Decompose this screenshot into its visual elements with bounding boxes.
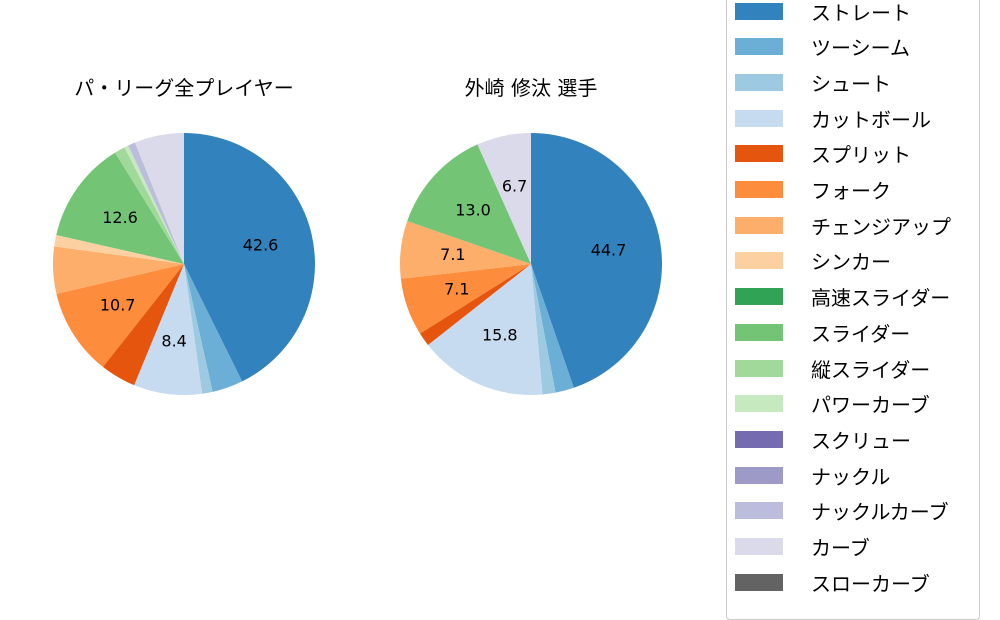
pie-slice (56, 152, 184, 264)
legend-item: パワーカーブ (735, 392, 930, 418)
pie-slice (134, 264, 203, 396)
legend-swatch (735, 109, 783, 127)
pie-slice (400, 264, 531, 334)
pie-slice (184, 264, 213, 394)
pie-slice (427, 264, 543, 395)
legend-label: パワーカーブ (811, 393, 930, 418)
legend-label: チェンジアップ (811, 214, 951, 239)
pie-slice (477, 133, 531, 264)
slice-label: 12.6 (102, 208, 138, 227)
legend-item: ストレート (735, 0, 911, 25)
pie-slice (531, 264, 574, 393)
slice-label: 44.7 (591, 240, 627, 259)
legend-label: スローカーブ (811, 571, 930, 596)
pie-slice (419, 264, 531, 345)
legend-item: カットボール (735, 106, 931, 132)
legend-swatch (735, 38, 783, 56)
legend-label: ストレート (811, 0, 911, 25)
legend-label: ツーシーム (811, 36, 910, 61)
legend-label: フォーク (811, 179, 891, 203)
right-chart-title: 外崎 修汰 選手 (464, 76, 598, 100)
legend-item: 高速スライダー (735, 285, 951, 311)
legend-label: ナックルカーブ (811, 500, 949, 525)
legend-item: スライダー (735, 320, 911, 346)
legend-swatch (735, 573, 783, 591)
legend-item: シンカー (735, 249, 891, 275)
legend-label: シュート (811, 71, 891, 96)
legend-swatch (735, 359, 783, 377)
legend-item: フォーク (735, 178, 891, 203)
legend-item: スプリット (735, 142, 911, 168)
legend-swatch (735, 145, 783, 163)
pie-slice (115, 147, 184, 264)
legend-swatch (735, 2, 783, 20)
legend-swatch (735, 466, 783, 484)
slice-label: 10.7 (100, 296, 136, 315)
legend-swatch (735, 288, 783, 306)
legend-item: スクリュー (735, 427, 911, 453)
pie-slice (124, 145, 184, 264)
legend-swatch (735, 502, 783, 520)
legend-swatch (735, 181, 783, 198)
legend-item: カーブ (735, 535, 870, 560)
legend-label: カットボール (811, 107, 931, 132)
pie-slice (56, 264, 185, 367)
slice-label: 7.1 (444, 279, 469, 298)
legend-label: 縦スライダー (811, 357, 931, 382)
legend-item: ツーシーム (735, 35, 910, 61)
legend-label: ナックル (811, 464, 891, 489)
pie-slice (184, 133, 316, 382)
legend-label: スプリット (811, 143, 911, 168)
legend-label: カーブ (811, 536, 870, 560)
slice-label: 42.6 (243, 236, 279, 255)
pie-charts: 42.6 8.4 10.7 12.6 44.7 15.8 7.1 7.1 13.0 6.7 (52, 133, 662, 396)
slice-label: 15.8 (482, 326, 518, 345)
legend: ストレートツーシームシュートカットボール スプリットフォークチェンジアップ シンカー… (726, 0, 980, 620)
right-pie: 44.7 15.8 7.1 7.1 13.0 6.7 (399, 133, 662, 395)
legend-swatch (735, 323, 783, 341)
slice-label: 8.4 (161, 331, 186, 350)
pie-slice (52, 246, 184, 294)
pie-slice (399, 221, 531, 279)
slice-label: 6.7 (502, 177, 527, 196)
left-pie: 42.6 8.4 10.7 12.6 (52, 133, 316, 396)
legend-item: ナックルカーブ (735, 499, 949, 525)
legend-label: スクリュー (811, 428, 911, 453)
legend-label: 高速スライダー (811, 286, 951, 311)
legend-swatch (735, 538, 783, 555)
legend-swatch (735, 73, 783, 91)
legend-item: シュート (735, 70, 891, 96)
legend-item: ナックル (735, 463, 891, 489)
legend-swatch (735, 216, 783, 234)
pie-slice (407, 144, 531, 264)
slice-label: 7.1 (440, 245, 465, 264)
pie-slice (54, 234, 184, 264)
legend-swatch (735, 430, 783, 448)
legend-swatch (735, 252, 783, 270)
pie-slice (102, 264, 184, 386)
pie-slice (531, 133, 662, 388)
legend-item: スローカーブ (735, 570, 930, 596)
pie-slice (128, 142, 184, 264)
pie-slice (134, 133, 184, 264)
legend-item: チェンジアップ (735, 213, 951, 239)
legend-swatch (735, 395, 783, 413)
pie-slice (531, 264, 556, 395)
left-chart-title: パ・リーグ全プレイヤー (74, 76, 294, 100)
legend-label: シンカー (811, 250, 891, 275)
legend-label: スライダー (811, 321, 911, 346)
legend-item: 縦スライダー (735, 356, 931, 382)
pie-slice (184, 264, 243, 392)
slice-label: 13.0 (455, 200, 491, 219)
